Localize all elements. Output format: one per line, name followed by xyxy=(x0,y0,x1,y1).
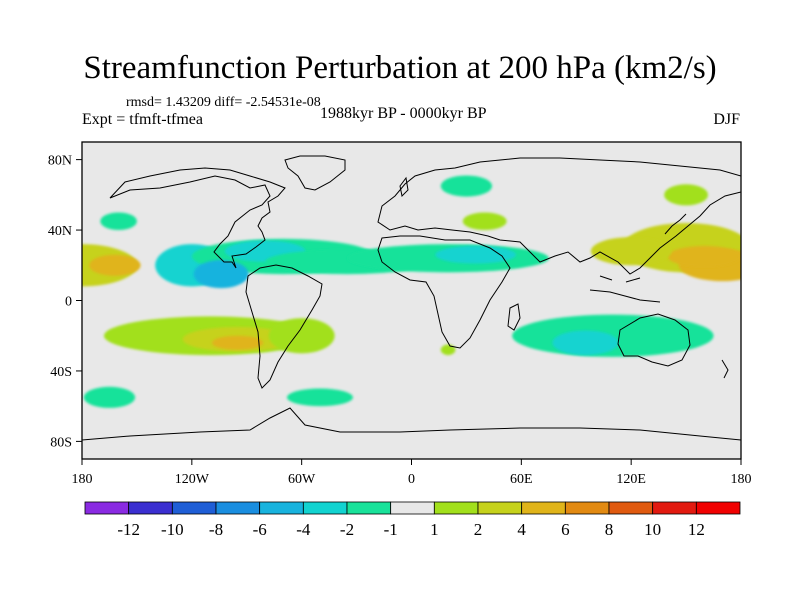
colorbar-swatch-9 xyxy=(477,501,523,515)
contour-region-18 xyxy=(552,330,619,356)
coast-japan xyxy=(664,213,687,235)
x-tick-label: 60E xyxy=(510,472,533,487)
coast-antarctica xyxy=(82,407,741,441)
chart-title: Streamfunction Perturbation at 200 hPa (… xyxy=(83,50,717,86)
colorbar-swatch-11 xyxy=(564,501,610,515)
colorbar-label: 8 xyxy=(605,520,614,539)
contour-region-25 xyxy=(440,344,456,356)
y-tick-label: 40S xyxy=(50,365,72,380)
colorbar-swatch-0 xyxy=(84,501,130,515)
x-tick-label: 120E xyxy=(616,472,646,487)
coast-madagascar xyxy=(507,303,521,331)
contour-region-17 xyxy=(512,314,714,357)
x-tick-label: 0 xyxy=(408,472,415,487)
colorbar-label: 10 xyxy=(644,520,661,539)
contour-region-2 xyxy=(100,212,137,231)
colorbar-label: -6 xyxy=(253,520,267,539)
y-tick-label: 40N xyxy=(48,224,72,239)
coast-eurasia xyxy=(377,157,741,275)
coast-north-america xyxy=(109,167,286,269)
colorbar-label: 12 xyxy=(688,520,705,539)
coast-australia xyxy=(617,313,691,367)
colorbar-swatch-13 xyxy=(652,501,697,515)
coast-indonesia xyxy=(589,275,661,303)
y-tick-label: 80N xyxy=(48,154,72,169)
contour-region-9 xyxy=(193,259,249,289)
colorbar-label: -2 xyxy=(340,520,354,539)
contour-region-24 xyxy=(287,388,353,407)
contour-region-1 xyxy=(89,254,141,276)
colorbar-swatch-6 xyxy=(346,501,392,515)
coast-south-america xyxy=(245,264,323,389)
season-label: DJF xyxy=(713,111,740,128)
contour-region-10 xyxy=(440,175,493,197)
colorbar-swatch-1 xyxy=(128,501,173,515)
colorbar-swatch-7 xyxy=(390,501,435,515)
contour-region-16 xyxy=(590,237,672,266)
colorbar-swatch-12 xyxy=(608,501,654,515)
contour-region-8 xyxy=(435,245,516,264)
colorbar-swatch-3 xyxy=(215,501,261,515)
x-tick-label: 120W xyxy=(175,472,210,487)
coast-uk xyxy=(399,176,409,198)
y-tick-label: 0 xyxy=(65,295,72,310)
colorbar-label: -12 xyxy=(117,520,140,539)
colorbar-label: 1 xyxy=(430,520,439,539)
coast-new-zealand xyxy=(721,359,729,379)
colorbar-label: -8 xyxy=(209,520,223,539)
colorbar-label: -10 xyxy=(161,520,184,539)
contour-fill-layer xyxy=(82,175,741,408)
contour-region-23 xyxy=(83,386,136,408)
colorbar-swatch-5 xyxy=(302,501,348,515)
colorbar-swatch-10 xyxy=(521,501,566,515)
expt-line: Expt = tfmft-tfmea xyxy=(82,111,203,128)
period-line: 1988kyr BP - 0000kyr BP xyxy=(320,105,487,122)
x-tick-label: 60W xyxy=(288,472,316,487)
contour-region-12 xyxy=(664,184,709,206)
contour-region-11 xyxy=(462,212,507,231)
contour-region-22 xyxy=(268,318,335,354)
colorbar-label: 2 xyxy=(474,520,483,539)
contour-region-15 xyxy=(667,245,741,268)
x-tick-label: 180 xyxy=(731,472,752,487)
axes-layer: 180 120W 60W 0 60E 120E 180 80N 40N 0 40S 80S xyxy=(48,154,752,487)
colorbar-label: 4 xyxy=(517,520,526,539)
coastline-layer xyxy=(82,155,741,441)
y-tick-label: 80S xyxy=(50,435,72,450)
colorbar-swatch-2 xyxy=(171,501,217,515)
colorbar-swatch-4 xyxy=(259,501,304,515)
contour-region-21 xyxy=(211,335,264,350)
colorbar-swatch-14 xyxy=(695,501,741,515)
x-tick-label: 180 xyxy=(72,472,93,487)
colorbar-label: -4 xyxy=(296,520,311,539)
colorbar-swatch-8 xyxy=(433,501,479,515)
coast-africa xyxy=(377,235,511,349)
coast-greenland xyxy=(284,155,346,191)
colorbar-label: -1 xyxy=(384,520,398,539)
colorbar: -12 -10 -8 -6 -4 -2 -1 1 2 4 6 8 10 12 xyxy=(84,501,741,539)
stats-line: rmsd= 1.43209 diff= -2.54531e-08 xyxy=(126,95,321,110)
plot-background xyxy=(82,142,741,459)
colorbar-label: 6 xyxy=(561,520,570,539)
